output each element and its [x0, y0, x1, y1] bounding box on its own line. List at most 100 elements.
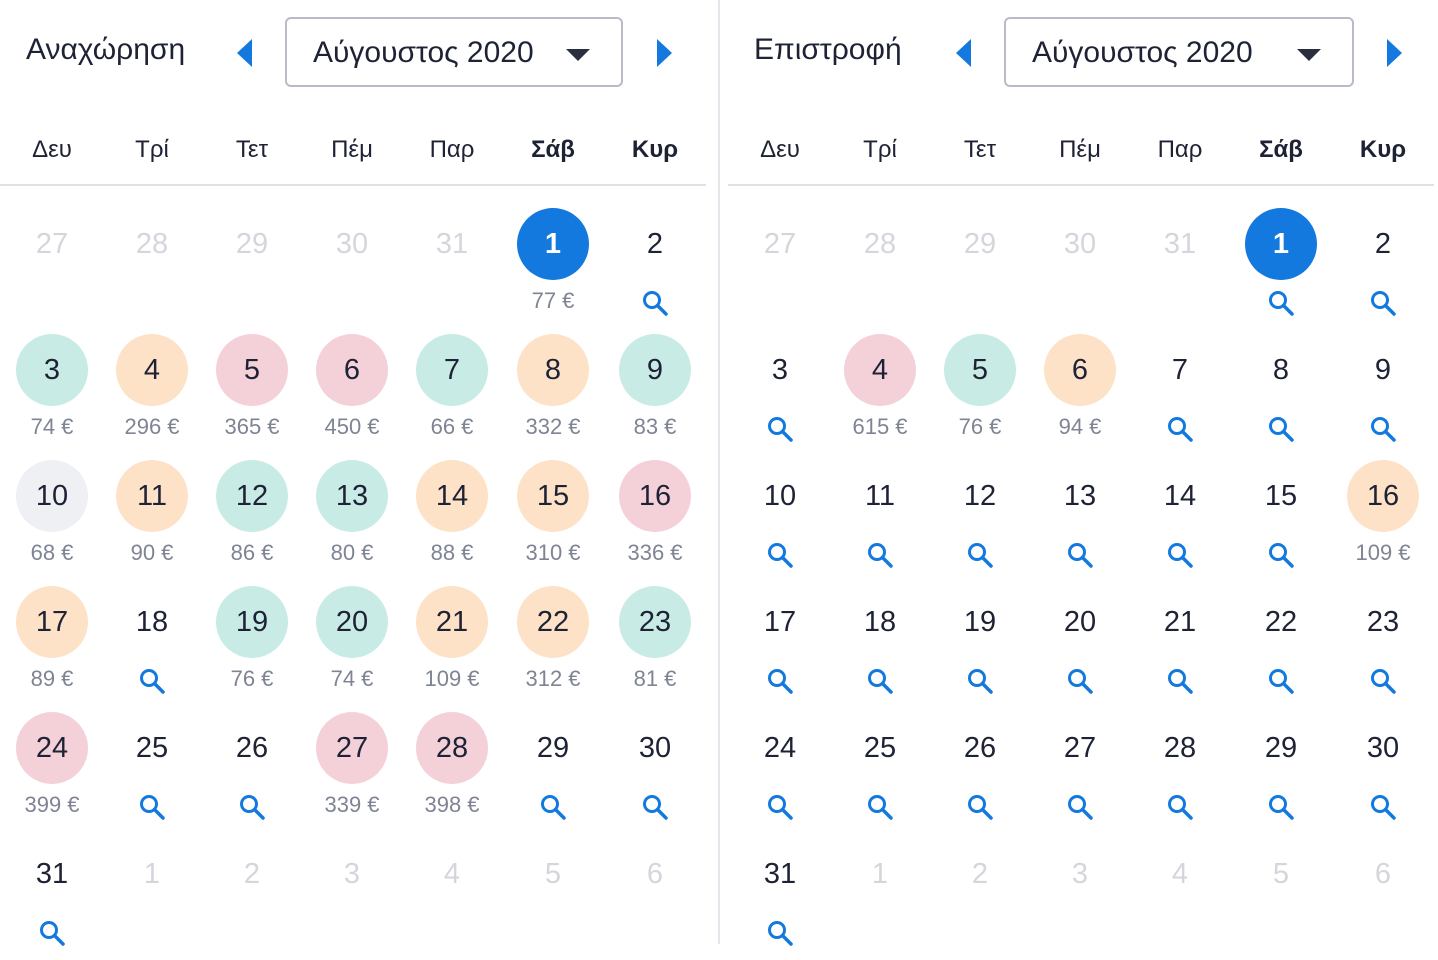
day-cell[interactable]: 5 76 €	[930, 334, 1030, 440]
day-cell[interactable]: 31	[2, 838, 102, 947]
day-cell[interactable]: 16 109 €	[1333, 460, 1433, 566]
search-icon[interactable]	[966, 793, 994, 821]
day-cell[interactable]: 6 94 €	[1030, 334, 1130, 440]
day-cell[interactable]: 27	[1030, 712, 1130, 821]
search-icon[interactable]	[641, 793, 669, 821]
day-cell[interactable]: 18	[102, 586, 202, 695]
search-icon[interactable]	[1267, 541, 1295, 569]
search-icon[interactable]	[1066, 541, 1094, 569]
search-icon[interactable]	[966, 541, 994, 569]
day-cell[interactable]: 14 88 €	[402, 460, 502, 566]
departure-month-select[interactable]: Αύγουστος 2020	[285, 17, 623, 87]
search-icon[interactable]	[1166, 541, 1194, 569]
search-icon[interactable]	[966, 667, 994, 695]
search-icon[interactable]	[1267, 289, 1295, 317]
search-icon[interactable]	[1267, 415, 1295, 443]
search-icon[interactable]	[138, 667, 166, 695]
day-cell[interactable]: 10 68 €	[2, 460, 102, 566]
day-cell[interactable]: 25	[830, 712, 930, 821]
day-cell[interactable]: 20 74 €	[302, 586, 402, 692]
day-cell[interactable]: 21 109 €	[402, 586, 502, 692]
day-cell[interactable]: 18	[830, 586, 930, 695]
day-cell[interactable]: 13 80 €	[302, 460, 402, 566]
day-cell[interactable]: 22	[1231, 586, 1331, 695]
day-cell[interactable]: 24	[730, 712, 830, 821]
day-cell[interactable]: 14	[1130, 460, 1230, 569]
day-cell[interactable]: 30	[605, 712, 705, 821]
search-icon[interactable]	[1369, 289, 1397, 317]
day-cell[interactable]: 19 76 €	[202, 586, 302, 692]
search-icon[interactable]	[1369, 415, 1397, 443]
day-cell[interactable]: 23	[1333, 586, 1433, 695]
search-icon[interactable]	[1369, 667, 1397, 695]
day-cell[interactable]: 29	[503, 712, 603, 821]
day-cell[interactable]: 16 336 €	[605, 460, 705, 566]
day-cell[interactable]: 3 74 €	[2, 334, 102, 440]
day-cell[interactable]: 27 339 €	[302, 712, 402, 818]
departure-next-month-button[interactable]	[654, 36, 676, 70]
day-cell[interactable]: 4 296 €	[102, 334, 202, 440]
search-icon[interactable]	[1369, 793, 1397, 821]
search-icon[interactable]	[766, 919, 794, 947]
day-cell[interactable]: 31	[730, 838, 830, 947]
day-cell[interactable]: 20	[1030, 586, 1130, 695]
day-cell[interactable]: 11 90 €	[102, 460, 202, 566]
day-cell[interactable]: 1	[1231, 208, 1331, 317]
search-icon[interactable]	[38, 919, 66, 947]
search-icon[interactable]	[766, 541, 794, 569]
return-prev-month-button[interactable]	[952, 36, 974, 70]
day-cell[interactable]: 26	[202, 712, 302, 821]
day-cell[interactable]: 26	[930, 712, 1030, 821]
search-icon[interactable]	[1166, 415, 1194, 443]
day-cell[interactable]: 25	[102, 712, 202, 821]
day-cell[interactable]: 17	[730, 586, 830, 695]
day-cell[interactable]: 30	[1333, 712, 1433, 821]
search-icon[interactable]	[1267, 667, 1295, 695]
day-cell[interactable]: 15	[1231, 460, 1331, 569]
search-icon[interactable]	[1267, 793, 1295, 821]
search-icon[interactable]	[1066, 667, 1094, 695]
search-icon[interactable]	[1166, 667, 1194, 695]
search-icon[interactable]	[866, 541, 894, 569]
search-icon[interactable]	[766, 667, 794, 695]
day-cell[interactable]: 7	[1130, 334, 1230, 443]
search-icon[interactable]	[866, 793, 894, 821]
search-icon[interactable]	[539, 793, 567, 821]
search-icon[interactable]	[641, 289, 669, 317]
day-cell[interactable]: 2	[605, 208, 705, 317]
day-cell[interactable]: 29	[1231, 712, 1331, 821]
day-cell[interactable]: 10	[730, 460, 830, 569]
day-cell[interactable]: 24 399 €	[2, 712, 102, 818]
day-cell[interactable]: 1 77 €	[503, 208, 603, 314]
day-cell[interactable]: 5 365 €	[202, 334, 302, 440]
day-cell[interactable]: 13	[1030, 460, 1130, 569]
day-cell[interactable]: 12 86 €	[202, 460, 302, 566]
day-cell[interactable]: 21	[1130, 586, 1230, 695]
day-cell[interactable]: 6 450 €	[302, 334, 402, 440]
return-next-month-button[interactable]	[1384, 36, 1406, 70]
search-icon[interactable]	[1066, 793, 1094, 821]
day-cell[interactable]: 22 312 €	[503, 586, 603, 692]
search-icon[interactable]	[238, 793, 266, 821]
day-cell[interactable]: 17 89 €	[2, 586, 102, 692]
departure-prev-month-button[interactable]	[233, 36, 255, 70]
search-icon[interactable]	[766, 415, 794, 443]
search-icon[interactable]	[766, 793, 794, 821]
day-cell[interactable]: 9 83 €	[605, 334, 705, 440]
day-cell[interactable]: 15 310 €	[503, 460, 603, 566]
day-cell[interactable]: 12	[930, 460, 1030, 569]
day-cell[interactable]: 19	[930, 586, 1030, 695]
search-icon[interactable]	[138, 793, 166, 821]
day-cell[interactable]: 8	[1231, 334, 1331, 443]
day-cell[interactable]: 8 332 €	[503, 334, 603, 440]
day-cell[interactable]: 4 615 €	[830, 334, 930, 440]
day-cell[interactable]: 7 66 €	[402, 334, 502, 440]
return-month-select[interactable]: Αύγουστος 2020	[1004, 17, 1354, 87]
day-cell[interactable]: 28 398 €	[402, 712, 502, 818]
search-icon[interactable]	[866, 667, 894, 695]
day-cell[interactable]: 3	[730, 334, 830, 443]
day-cell[interactable]: 23 81 €	[605, 586, 705, 692]
day-cell[interactable]: 9	[1333, 334, 1433, 443]
day-cell[interactable]: 28	[1130, 712, 1230, 821]
day-cell[interactable]: 11	[830, 460, 930, 569]
